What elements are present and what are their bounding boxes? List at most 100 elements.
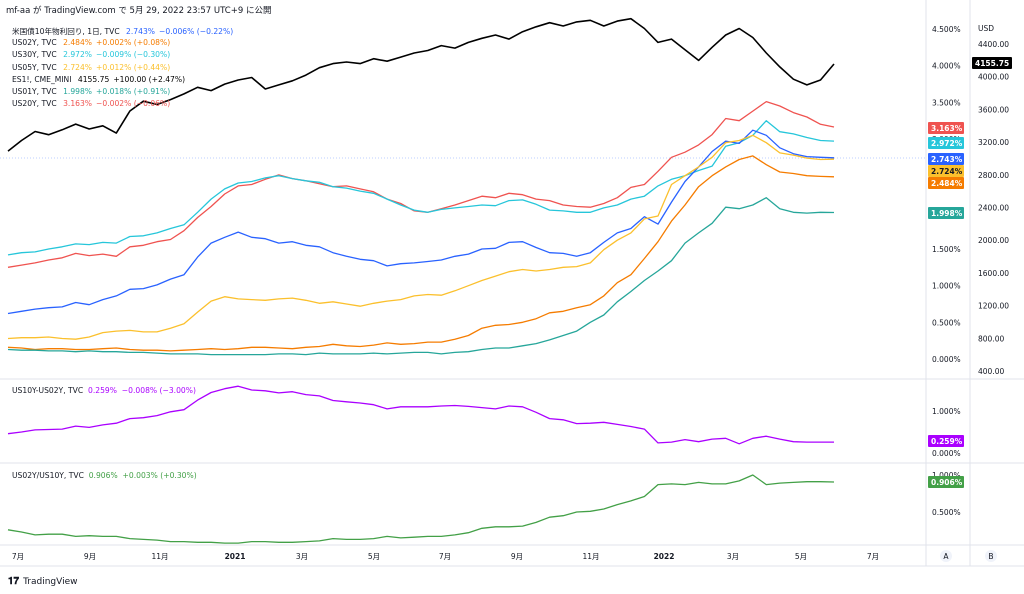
legend-value: 4155.75 (75, 74, 110, 84)
right-axis-tick: 1600.00 (978, 269, 1009, 278)
legend-value: 2.724% (60, 62, 93, 72)
legend-change: −0.006% (−0.22%) (159, 27, 234, 36)
ratio-legend: US02Y/US10Y, TVC 0.906% +0.003% (+0.30%) (12, 471, 197, 480)
badge-us20y: 3.163% (931, 124, 963, 133)
right-axis-tick: 4000.00 (978, 73, 1009, 82)
series-line-es1 (7, 17, 835, 152)
left-axis-tick: 0.000% (932, 355, 961, 364)
series-line-us30y (7, 120, 835, 256)
axis-mode-label-b: B (988, 552, 993, 561)
right-axis-tick: 2800.00 (978, 171, 1009, 180)
ratio-legend-change: +0.003% (+0.30%) (122, 471, 197, 480)
legend-row-us02y[interactable]: US02Y, TVC 2.484% +0.002% (+0.08%) (12, 38, 170, 47)
left-axis-tick: 4.500% (932, 25, 961, 34)
series-line-us20y (7, 100, 835, 268)
right-axis-unit: USD (978, 24, 994, 33)
spread-axis-tick: 1.000% (932, 407, 961, 416)
badge-us05y: 2.724% (931, 167, 963, 176)
right-axis-tick: 3200.00 (978, 138, 1009, 147)
legend-symbol: US02Y, TVC (12, 38, 57, 48)
right-axis-tick: 2000.00 (978, 236, 1009, 245)
time-axis-tick: 9月 (511, 552, 523, 561)
legend-row-us10y[interactable]: 米国債10年物利回り, 1日, TVC 2.743% −0.006% (−0.22… (12, 26, 233, 37)
legend-symbol: 米国債10年物利回り, 1日, TVC (12, 27, 120, 36)
series-line-ratio (7, 474, 835, 544)
legend-value: 2.972% (60, 50, 93, 60)
legend-symbol: US05Y, TVC (12, 62, 57, 72)
publish-header: mf-aa が TradingView.com で 5月 29, 2022 23… (6, 6, 272, 16)
badge-us05y-bg (928, 165, 964, 177)
ratio-legend-value: 0.906% (88, 471, 118, 480)
badge-es1-bg (972, 57, 1012, 69)
legend-row-us20y[interactable]: US20Y, TVC 3.163% −0.002% (−0.06%) (12, 99, 170, 108)
spread-legend: US10Y-US02Y, TVC 0.259% −0.008% (−3.00%) (12, 386, 196, 395)
left-axis-tick: 4.000% (932, 62, 961, 71)
legend-change: +0.002% (+0.08%) (96, 38, 171, 48)
time-axis-tick: 7月 (12, 552, 24, 561)
axis-mode-button-a (940, 550, 952, 562)
badge-us02y: 2.484% (931, 179, 963, 188)
tradingview-logo-icon: 𝟏𝟕 (8, 576, 20, 587)
legend-change: −0.009% (−0.30%) (96, 50, 171, 60)
series-line-us10y (7, 129, 835, 315)
badge-us02y-bg (928, 177, 964, 189)
legend-value: 1.998% (60, 87, 93, 96)
legend-row-us01y[interactable]: US01Y, TVC 1.998% +0.018% (+0.91%) (12, 87, 170, 96)
time-axis-tick: 5月 (795, 552, 807, 561)
spread-legend-change: −0.008% (−3.00%) (121, 386, 196, 395)
right-axis-tick: 400.00 (978, 367, 1004, 376)
badge-ratio: 0.906% (931, 478, 963, 487)
legend-value: 2.484% (60, 38, 93, 48)
time-axis-tick: 7月 (439, 552, 451, 561)
badge-us10y: 2.743% (931, 155, 963, 164)
legend-change: +0.012% (+0.44%) (96, 62, 171, 72)
time-axis-tick: 11月 (582, 552, 599, 561)
right-axis-tick: 2400.00 (978, 204, 1009, 213)
legend-change: +100.00 (+2.47%) (113, 74, 186, 84)
badge-us30y: 2.972% (931, 139, 963, 148)
legend-symbol: ES1!, CME_MINI (12, 74, 72, 84)
time-axis-tick: 2022 (654, 552, 675, 561)
badge-us01y-bg (928, 207, 964, 219)
left-axis-tick: 1.000% (932, 282, 961, 291)
spread-legend-symbol: US10Y-US02Y, TVC (12, 386, 84, 395)
legend-row-es[interactable]: ES1!, CME_MINI 4155.75 +100.00 (+2.47%) (12, 75, 185, 84)
series-line-us05y (7, 134, 835, 340)
footer-brand-label: TradingView (23, 576, 78, 587)
badge-es1: 4155.75 (975, 59, 1009, 68)
right-axis-tick: 800.00 (978, 334, 1004, 343)
footer-brand[interactable]: 𝟏𝟕 TradingView (8, 576, 78, 587)
time-axis-tick: 7月 (867, 552, 879, 561)
legend-value: 2.743% (123, 27, 156, 36)
badge-us30y-bg (928, 137, 964, 149)
left-axis-tick: 3.500% (932, 98, 961, 107)
right-axis-tick: 4400.00 (978, 40, 1009, 49)
legend-symbol: US20Y, TVC (12, 99, 57, 109)
badge-spread-bg (928, 435, 964, 447)
time-axis-tick: 5月 (368, 552, 380, 561)
legend-symbol: US30Y, TVC (12, 50, 57, 60)
ratio-axis-tick: 1.000% (932, 471, 961, 480)
axis-mode-label-a: A (943, 552, 949, 561)
time-axis-tick: 11月 (151, 552, 168, 561)
badge-us20y-bg (928, 122, 964, 134)
legend-row-us05y[interactable]: US05Y, TVC 2.724% +0.012% (+0.44%) (12, 63, 170, 72)
right-axis-tick: 1200.00 (978, 302, 1009, 311)
ratio-axis-tick: 0.500% (932, 508, 961, 517)
badge-us10y-bg (928, 153, 964, 165)
badge-ratio-bg (928, 476, 964, 488)
legend-row-us30y[interactable]: US30Y, TVC 2.972% −0.009% (−0.30%) (12, 50, 170, 59)
legend-change: −0.002% (−0.06%) (96, 99, 171, 109)
badge-us01y: 1.998% (931, 209, 963, 218)
series-line-us02y (7, 155, 835, 352)
legend-symbol: US01Y, TVC (12, 87, 57, 96)
time-axis-tick: 9月 (84, 552, 96, 561)
right-axis-tick: 3600.00 (978, 105, 1009, 114)
time-axis-tick: 3月 (296, 552, 308, 561)
ratio-legend-symbol: US02Y/US10Y, TVC (12, 471, 84, 480)
series-line-spread (7, 385, 834, 445)
time-axis-tick: 2021 (225, 552, 246, 561)
left-axis-tick: 1.500% (932, 245, 961, 254)
badge-spread: 0.259% (931, 437, 963, 446)
